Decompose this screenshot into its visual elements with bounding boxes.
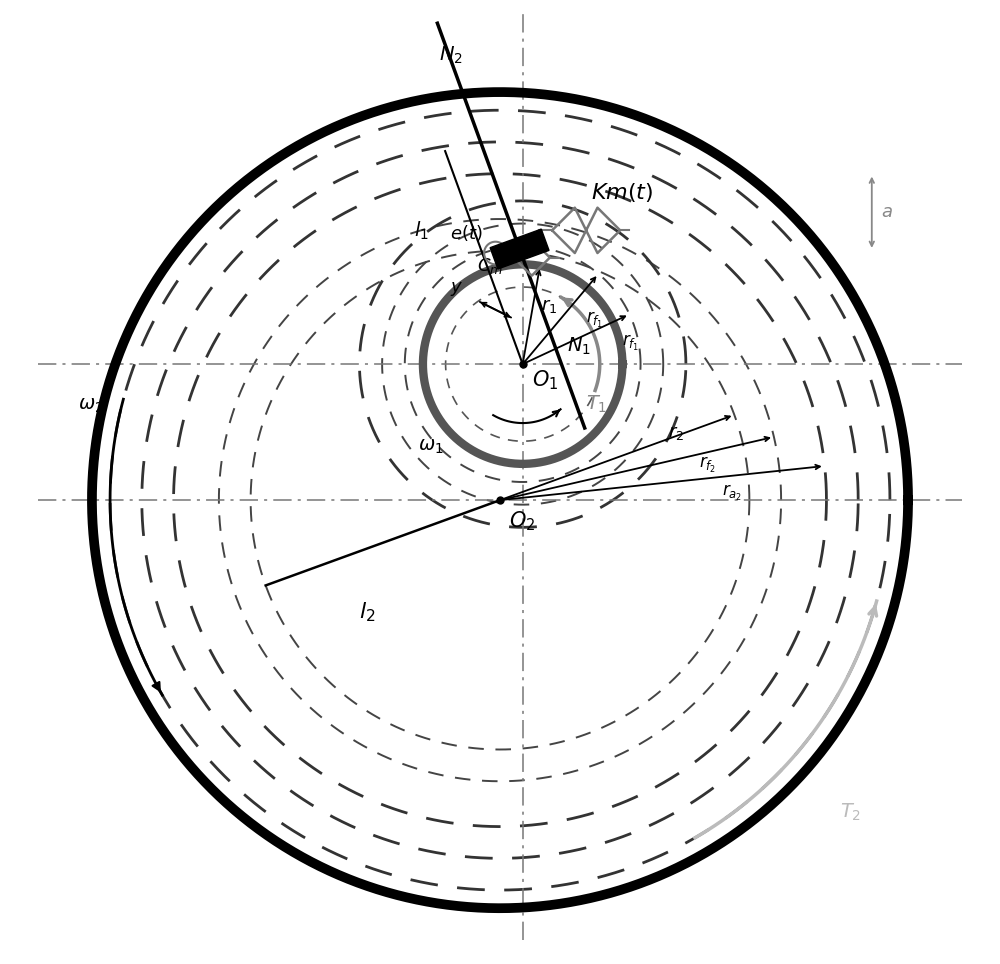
Text: $a$: $a$ — [881, 203, 893, 221]
Text: $r_1$: $r_1$ — [541, 297, 557, 314]
Text: $T_2$: $T_2$ — [840, 801, 861, 823]
Text: $\omega_1$: $\omega_1$ — [418, 438, 444, 456]
Text: $r_{f_1}$: $r_{f_1}$ — [622, 333, 640, 353]
Text: $O_2$: $O_2$ — [509, 509, 535, 533]
Text: $e(t)$: $e(t)$ — [450, 224, 483, 244]
Text: $Km(t)$: $Km(t)$ — [591, 180, 653, 203]
Text: $T_1$: $T_1$ — [586, 393, 607, 415]
Text: $r_{f_2}$: $r_{f_2}$ — [699, 455, 717, 475]
Text: $\omega_2$: $\omega_2$ — [78, 396, 104, 415]
Text: $l_2$: $l_2$ — [359, 600, 376, 624]
Text: $N_2$: $N_2$ — [439, 44, 463, 66]
Polygon shape — [490, 229, 549, 269]
Text: $O_1$: $O_1$ — [532, 369, 558, 392]
Text: $N_1$: $N_1$ — [567, 335, 591, 357]
Text: $y$: $y$ — [450, 280, 463, 298]
Text: $r_2$: $r_2$ — [668, 423, 684, 442]
Text: $r_{a_2}$: $r_{a_2}$ — [722, 483, 742, 502]
Text: $C_m$: $C_m$ — [477, 256, 503, 276]
Text: $r_{f_1}$: $r_{f_1}$ — [586, 310, 604, 331]
Text: $l_1$: $l_1$ — [414, 220, 429, 243]
